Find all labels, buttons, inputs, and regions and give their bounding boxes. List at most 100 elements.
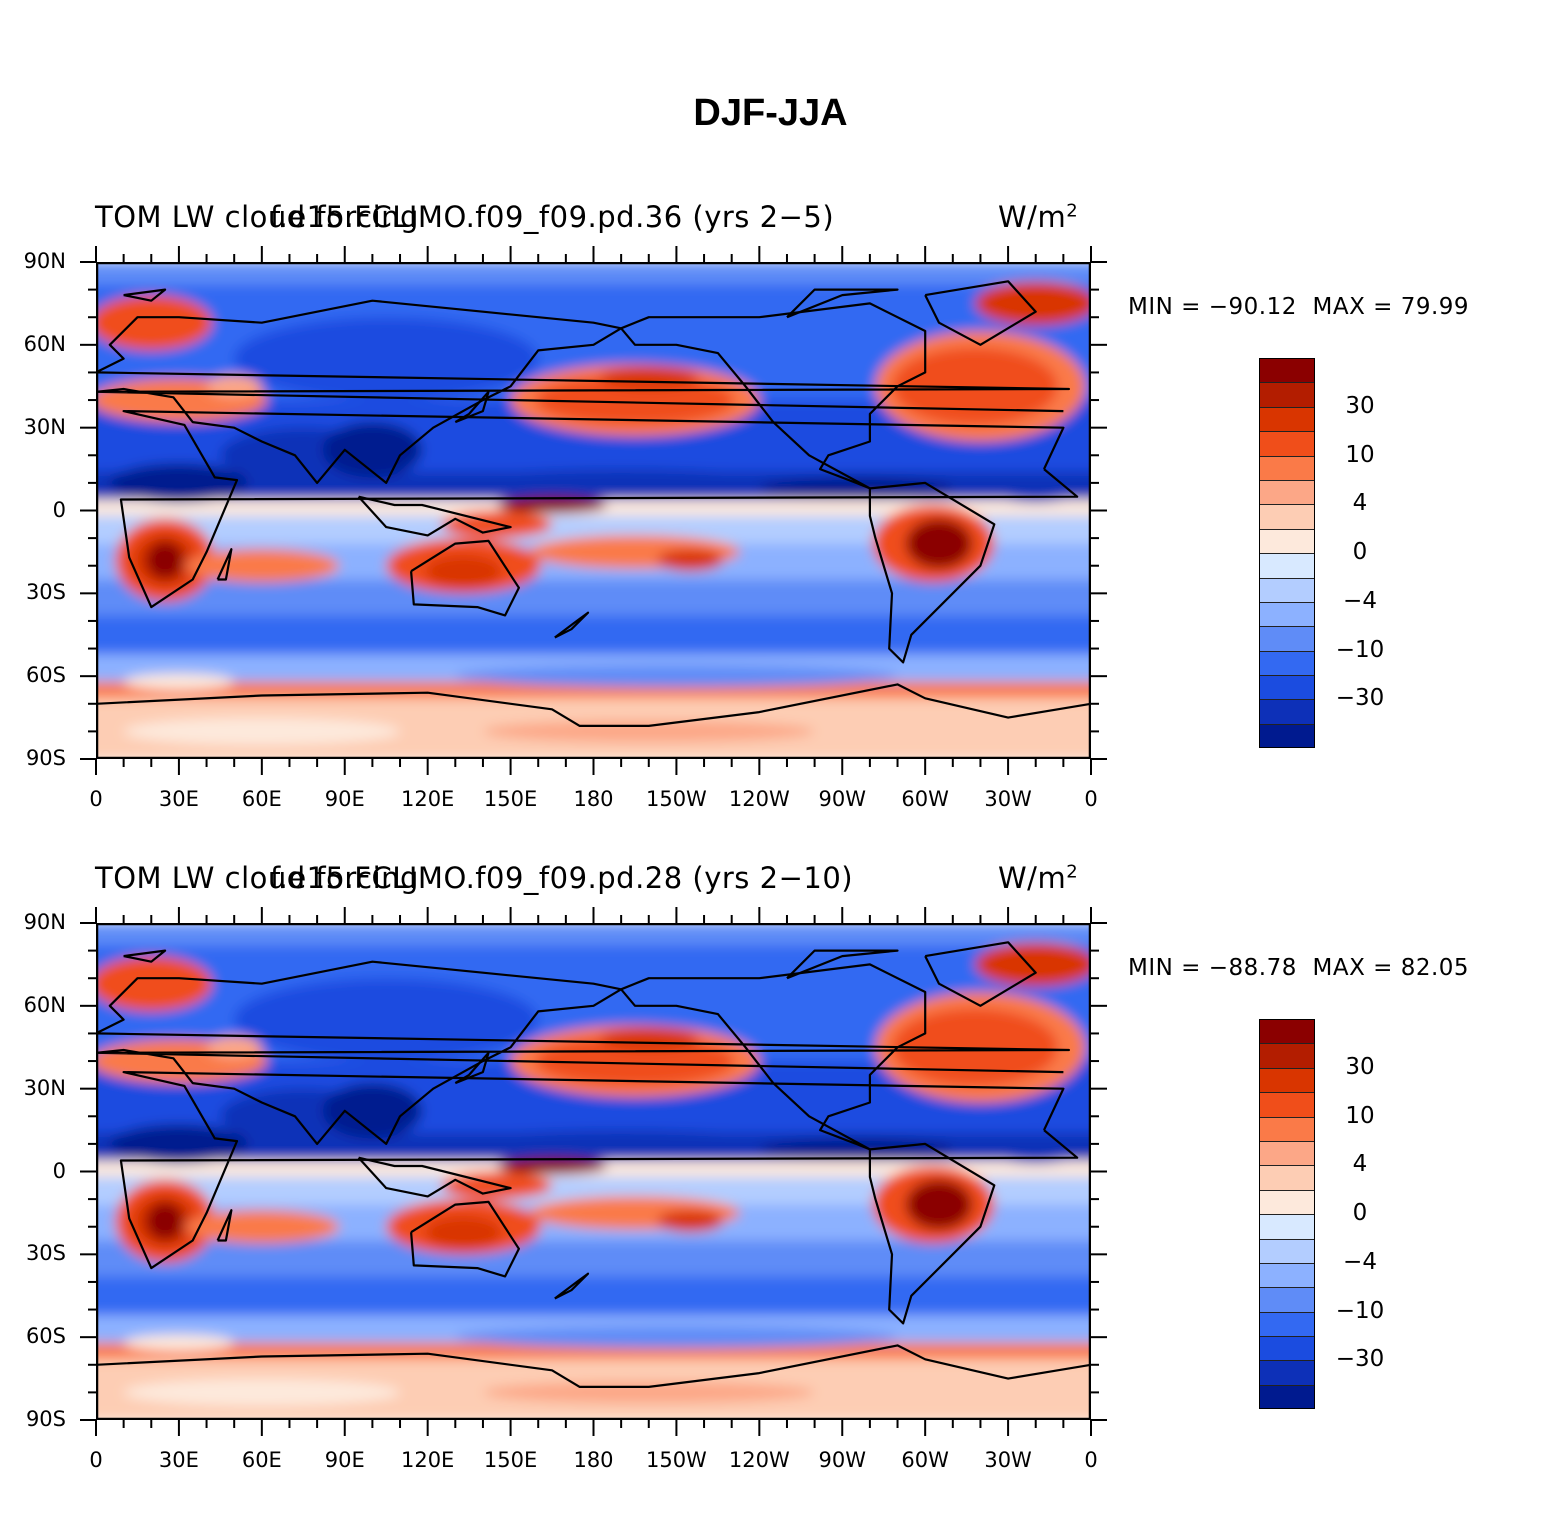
colorbar-swatch [1260, 651, 1314, 677]
lat-tick-label: 90N [23, 910, 66, 934]
lon-tick-label: 90E [324, 787, 365, 811]
colorbar-swatch [1260, 724, 1314, 747]
colorbar-label: 4 [1352, 490, 1368, 517]
colorbar [1259, 358, 1315, 748]
lat-tick-label: 90S [25, 746, 66, 770]
lon-tick-label: 90E [324, 1448, 365, 1472]
left-string: TOM LW cloud forcing [95, 200, 419, 234]
lon-tick-label: 60E [241, 787, 282, 811]
lon-tick-label: 120W [728, 787, 790, 811]
contour-map [96, 923, 1091, 1420]
colorbar-swatch [1260, 1117, 1314, 1142]
lon-tick-label: 60W [901, 787, 949, 811]
units-label: W/m2 [998, 861, 1079, 895]
units-label: W/m2 [998, 200, 1079, 234]
colorbar-label: −4 [1343, 587, 1377, 614]
colorbar-swatch [1260, 1337, 1314, 1362]
colorbar-swatch [1260, 1385, 1314, 1408]
colorbar-swatch [1260, 602, 1314, 628]
colorbar-swatch [1260, 1093, 1314, 1118]
colorbar-swatch [1260, 1312, 1314, 1338]
colorbar-swatch [1260, 1361, 1314, 1386]
lat-tick-label: 60S [25, 1324, 66, 1349]
lon-tick-label: 90W [818, 787, 867, 811]
lon-tick-label: 30E [158, 787, 199, 811]
colorbar-swatch [1260, 554, 1314, 579]
colorbar-label: 0 [1352, 539, 1368, 565]
colorbar-swatch [1260, 1141, 1314, 1167]
lat-tick-label: 30S [25, 580, 66, 605]
colorbar-swatch [1260, 700, 1314, 725]
colorbar-swatch [1260, 1288, 1314, 1313]
lon-tick-label: 0 [89, 787, 103, 811]
colorbar-swatch [1260, 1239, 1314, 1264]
lat-tick-label: 90N [23, 249, 66, 273]
colorbar-label: 4 [1352, 1151, 1368, 1178]
lon-tick-label: 150E [483, 1448, 538, 1472]
colorbar-swatch [1260, 1166, 1314, 1191]
colorbar-label: −10 [1335, 1297, 1385, 1324]
lon-tick-label: 0 [89, 1448, 103, 1472]
lat-tick-label: 60S [25, 663, 66, 688]
lat-tick-label: 90S [25, 1407, 66, 1431]
colorbar-swatch [1260, 676, 1314, 701]
colorbar-swatch [1260, 578, 1314, 603]
lat-tick-label: 30S [25, 1241, 66, 1266]
lon-tick-label: 60W [901, 1448, 949, 1472]
colorbar-label: 10 [1345, 441, 1375, 468]
colorbar-swatch [1260, 359, 1314, 384]
colorbar-label: −10 [1335, 636, 1385, 663]
colorbar-swatch [1260, 383, 1314, 408]
colorbar-swatch [1260, 407, 1314, 433]
colorbar-swatch [1260, 1068, 1314, 1094]
lon-tick-label: 150W [645, 787, 707, 811]
contour-map [96, 262, 1091, 759]
lon-tick-label: 120E [400, 1448, 455, 1472]
colorbar-swatch [1260, 1263, 1314, 1289]
colorbar-swatch [1260, 1044, 1314, 1069]
figure-title: DJF-JJA [693, 92, 848, 134]
min-max-readout: MIN = −88.78 MAX = 82.05 [1128, 955, 1470, 981]
colorbar-swatch [1260, 1190, 1314, 1216]
lon-tick-label: 0 [1084, 787, 1098, 811]
colorbar-label: −30 [1335, 685, 1385, 712]
colorbar-label: 30 [1345, 1053, 1375, 1080]
colorbar-swatch [1260, 480, 1314, 506]
colorbar-label: −4 [1343, 1248, 1377, 1275]
lon-tick-label: 180 [573, 787, 614, 811]
lon-tick-label: 0 [1084, 1448, 1098, 1472]
lon-tick-label: 60E [241, 1448, 282, 1472]
lon-tick-label: 30W [984, 1448, 1032, 1472]
colorbar-label: 0 [1352, 1200, 1368, 1226]
case-name: f.e15.FCLIMO.f09_f09.pd.28 (yrs 2−10) [270, 861, 854, 895]
colorbar-label: 10 [1345, 1102, 1375, 1129]
lon-tick-label: 30W [984, 787, 1032, 811]
lat-tick-label: 30N [23, 414, 66, 439]
map-panel-top: TOM LW cloud forcing f.e15.FCLIMO.f09_f0… [0, 200, 1541, 820]
colorbar-swatch [1260, 456, 1314, 481]
lon-tick-label: 120W [728, 1448, 790, 1472]
lon-tick-label: 150E [483, 787, 538, 811]
colorbar-swatch [1260, 529, 1314, 555]
colorbar-label: −30 [1335, 1346, 1385, 1373]
min-max-readout: MIN = −90.12 MAX = 79.99 [1128, 294, 1470, 320]
colorbar-swatch [1260, 627, 1314, 652]
colorbar [1259, 1019, 1315, 1409]
map-panel-bottom: TOM LW cloud forcing f.e15.FCLIMO.f09_f0… [0, 861, 1541, 1481]
lon-tick-label: 150W [645, 1448, 707, 1472]
colorbar-swatch [1260, 1215, 1314, 1240]
lon-tick-label: 120E [400, 787, 455, 811]
colorbar-label: 30 [1345, 392, 1375, 419]
lat-tick-label: 0 [52, 1158, 66, 1183]
colorbar-swatch [1260, 505, 1314, 530]
lat-tick-label: 0 [52, 497, 66, 522]
lon-tick-label: 90W [818, 1448, 867, 1472]
case-name: f.e15.FCLIMO.f09_f09.pd.36 (yrs 2−5) [270, 200, 835, 234]
left-string: TOM LW cloud forcing [95, 861, 419, 895]
lat-tick-label: 60N [23, 331, 66, 356]
lat-tick-label: 60N [23, 992, 66, 1017]
colorbar-swatch [1260, 1020, 1314, 1045]
lat-tick-label: 30N [23, 1075, 66, 1100]
colorbar-swatch [1260, 432, 1314, 457]
lon-tick-label: 180 [573, 1448, 614, 1472]
